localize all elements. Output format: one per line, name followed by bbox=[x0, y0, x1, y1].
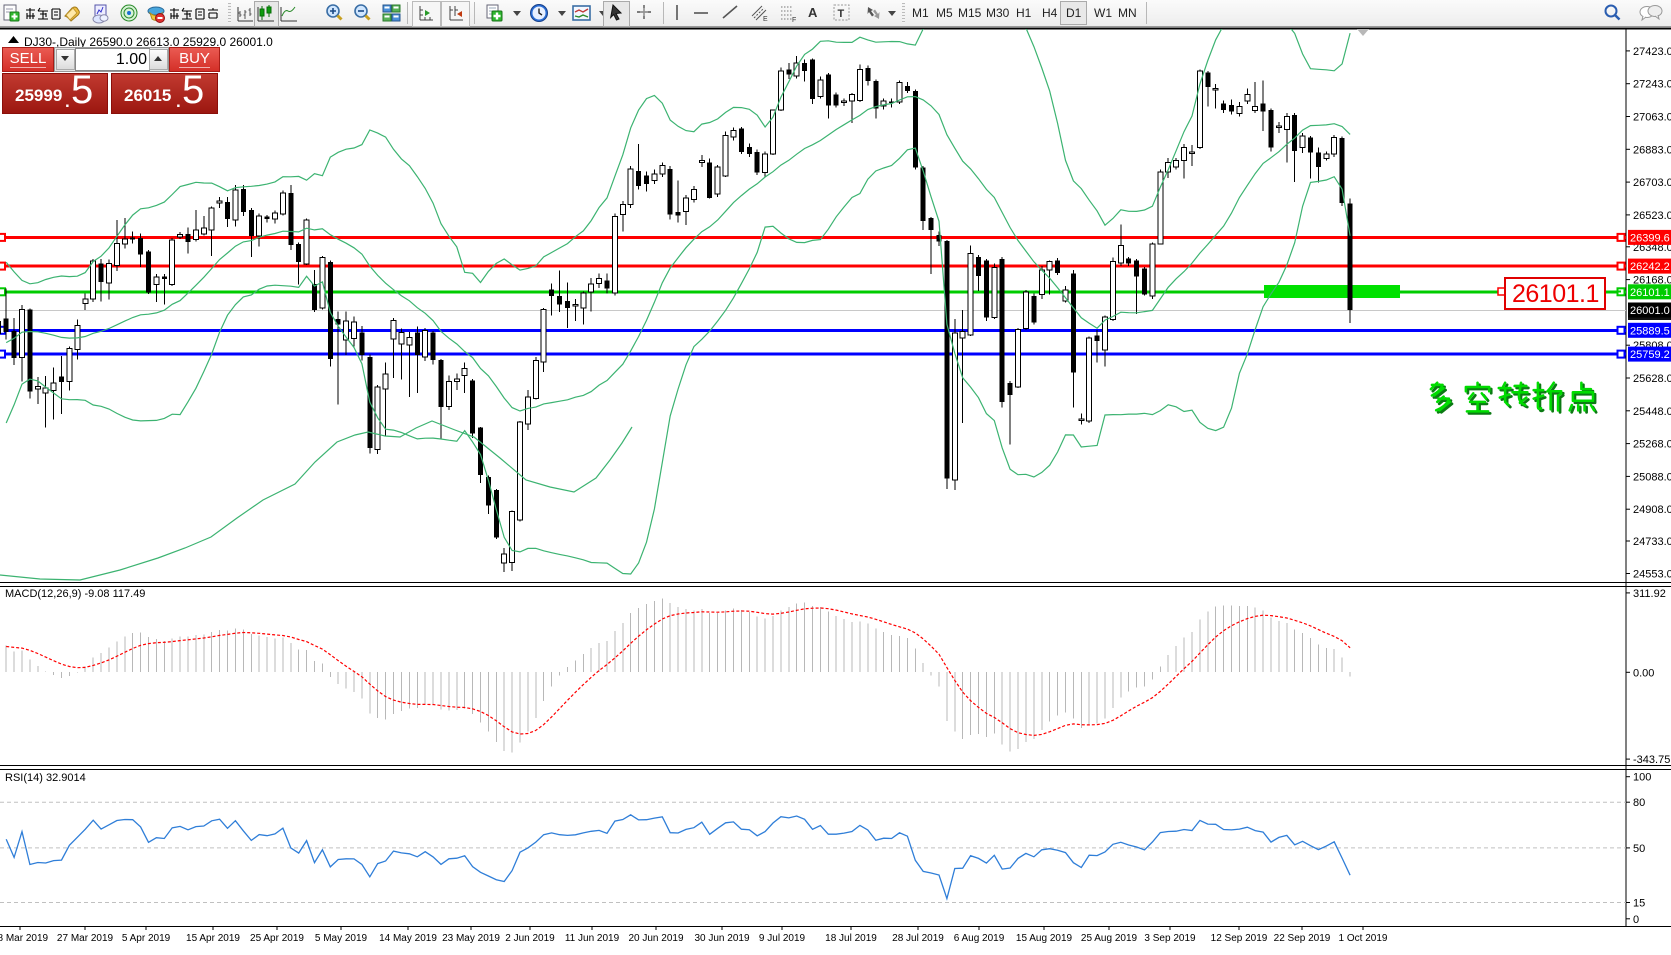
svg-text:24733.0: 24733.0 bbox=[1633, 536, 1671, 548]
svg-text:311.92: 311.92 bbox=[1633, 588, 1666, 600]
svg-text:MACD(12,26,9) -9.08 117.49: MACD(12,26,9) -9.08 117.49 bbox=[5, 588, 145, 600]
svg-text:22 Sep 2019: 22 Sep 2019 bbox=[1274, 933, 1331, 944]
svg-text:18 Mar 2019: 18 Mar 2019 bbox=[0, 933, 49, 944]
svg-text:3 Sep 2019: 3 Sep 2019 bbox=[1144, 933, 1196, 944]
svg-text:12 Sep 2019: 12 Sep 2019 bbox=[1211, 933, 1268, 944]
svg-text:14 May 2019: 14 May 2019 bbox=[379, 933, 437, 944]
svg-text:DJ30-,Daily 26590.0 26613.0 2: DJ30-,Daily 26590.0 26613.0 25929.0 2600… bbox=[24, 35, 273, 49]
svg-text:T: T bbox=[838, 8, 845, 20]
svg-text:0.00: 0.00 bbox=[1633, 667, 1654, 679]
svg-text:5 May 2019: 5 May 2019 bbox=[315, 933, 368, 944]
svg-text:-343.75: -343.75 bbox=[1633, 754, 1670, 766]
svg-text:20 Jun 2019: 20 Jun 2019 bbox=[628, 933, 683, 944]
svg-text:11 Jun 2019: 11 Jun 2019 bbox=[565, 933, 620, 944]
svg-text:27063.0: 27063.0 bbox=[1633, 112, 1671, 124]
svg-text:15: 15 bbox=[1633, 898, 1645, 910]
svg-text:26883.0: 26883.0 bbox=[1633, 144, 1671, 156]
svg-text:18 Jul 2019: 18 Jul 2019 bbox=[825, 933, 877, 944]
svg-text:24553.0: 24553.0 bbox=[1633, 569, 1671, 581]
svg-text:RSI(14) 32.9014: RSI(14) 32.9014 bbox=[5, 772, 86, 784]
svg-text:26703.0: 26703.0 bbox=[1633, 177, 1671, 189]
svg-text:25088.0: 25088.0 bbox=[1633, 471, 1671, 483]
svg-text:26242.2: 26242.2 bbox=[1630, 261, 1670, 273]
svg-text:26168.0: 26168.0 bbox=[1633, 275, 1671, 287]
svg-text:26101.1: 26101.1 bbox=[1512, 280, 1599, 308]
svg-text:25889.5: 25889.5 bbox=[1630, 325, 1670, 337]
svg-text:26101.1: 26101.1 bbox=[1630, 287, 1670, 299]
svg-text:100: 100 bbox=[1633, 772, 1651, 784]
svg-text:27 Mar 2019: 27 Mar 2019 bbox=[57, 933, 114, 944]
svg-text:0: 0 bbox=[1633, 914, 1639, 926]
svg-text:15 Apr 2019: 15 Apr 2019 bbox=[186, 933, 240, 944]
svg-text:2 Jun 2019: 2 Jun 2019 bbox=[505, 933, 555, 944]
svg-text:E: E bbox=[763, 16, 768, 23]
svg-text:27243.0: 27243.0 bbox=[1633, 79, 1671, 91]
svg-text:26001.0: 26001.0 bbox=[1630, 305, 1670, 317]
svg-text:25628.0: 25628.0 bbox=[1633, 373, 1671, 385]
svg-text:27423.0: 27423.0 bbox=[1633, 46, 1671, 58]
svg-text:50: 50 bbox=[1633, 843, 1645, 855]
svg-text:25268.0: 25268.0 bbox=[1633, 439, 1671, 451]
svg-text:1 Oct 2019: 1 Oct 2019 bbox=[1339, 933, 1388, 944]
svg-text:26523.0: 26523.0 bbox=[1633, 210, 1671, 222]
svg-text:25 Aug 2019: 25 Aug 2019 bbox=[1081, 933, 1138, 944]
svg-text:28 Jul 2019: 28 Jul 2019 bbox=[892, 933, 944, 944]
svg-text:25 Apr 2019: 25 Apr 2019 bbox=[250, 933, 304, 944]
svg-text:5 Apr 2019: 5 Apr 2019 bbox=[122, 933, 171, 944]
svg-text:23 May 2019: 23 May 2019 bbox=[442, 933, 500, 944]
svg-text:9 Jul 2019: 9 Jul 2019 bbox=[759, 933, 806, 944]
svg-text:25759.2: 25759.2 bbox=[1630, 349, 1670, 361]
svg-text:24908.0: 24908.0 bbox=[1633, 504, 1671, 516]
svg-text:26399.6: 26399.6 bbox=[1630, 232, 1670, 244]
svg-text:25448.0: 25448.0 bbox=[1633, 406, 1671, 418]
svg-text:6 Aug 2019: 6 Aug 2019 bbox=[954, 933, 1005, 944]
svg-text:F: F bbox=[792, 17, 796, 24]
svg-text:30 Jun 2019: 30 Jun 2019 bbox=[694, 933, 749, 944]
svg-text:80: 80 bbox=[1633, 797, 1645, 809]
svg-text:15 Aug 2019: 15 Aug 2019 bbox=[1016, 933, 1073, 944]
